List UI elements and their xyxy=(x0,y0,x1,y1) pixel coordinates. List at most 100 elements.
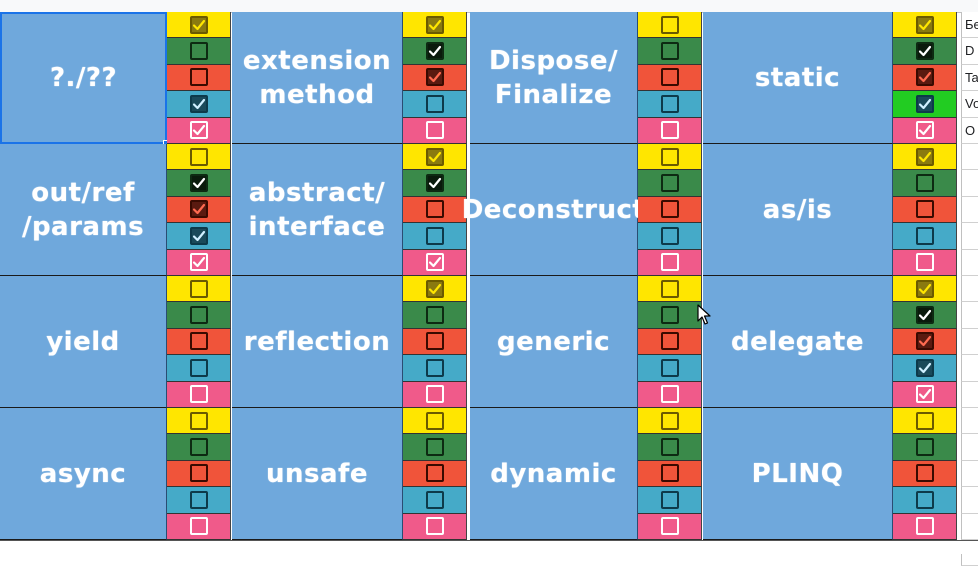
side-column-cell[interactable] xyxy=(961,249,978,276)
side-column-cell[interactable] xyxy=(961,223,978,250)
checkbox-checked[interactable] xyxy=(915,68,934,87)
side-column-cell[interactable] xyxy=(961,302,978,329)
checkbox-cell[interactable] xyxy=(403,381,467,408)
side-column-cell[interactable] xyxy=(961,276,978,303)
checkbox-unchecked[interactable] xyxy=(660,306,679,325)
checkbox-unchecked[interactable] xyxy=(660,200,679,219)
checkbox-checked[interactable] xyxy=(425,147,444,166)
topic-cell[interactable]: dynamic xyxy=(470,408,638,540)
checkbox-cell[interactable] xyxy=(638,170,702,197)
checkbox-cell[interactable] xyxy=(638,117,702,144)
checkbox-unchecked[interactable] xyxy=(189,332,208,351)
checkbox-unchecked[interactable] xyxy=(189,68,208,87)
topic-cell[interactable]: reflection xyxy=(232,276,403,408)
checkbox-cell[interactable] xyxy=(167,223,231,250)
checkbox-checked[interactable] xyxy=(189,174,208,193)
checkbox-cell[interactable] xyxy=(893,249,957,276)
checkbox-cell[interactable] xyxy=(403,487,467,514)
checkbox-cell[interactable] xyxy=(893,513,957,540)
checkbox-unchecked[interactable] xyxy=(660,147,679,166)
checkbox-cell[interactable] xyxy=(893,12,957,39)
checkbox-cell[interactable] xyxy=(638,196,702,224)
checkbox-checked[interactable] xyxy=(915,94,934,113)
checkbox-cell[interactable] xyxy=(167,64,231,92)
checkbox-cell[interactable] xyxy=(638,144,702,171)
checkbox-cell[interactable] xyxy=(893,117,957,144)
checkbox-checked[interactable] xyxy=(425,68,444,87)
checkbox-cell[interactable] xyxy=(893,170,957,197)
topic-cell[interactable]: extension method xyxy=(232,12,403,144)
checkbox-cell[interactable] xyxy=(167,487,231,514)
side-column-cell[interactable] xyxy=(961,196,978,224)
checkbox-checked[interactable] xyxy=(425,174,444,193)
checkbox-cell[interactable] xyxy=(167,328,231,356)
checkbox-cell[interactable] xyxy=(403,513,467,540)
checkbox-cell[interactable] xyxy=(403,276,467,303)
side-column-cell[interactable]: D xyxy=(961,38,978,65)
checkbox-cell[interactable] xyxy=(403,355,467,382)
topic-cell[interactable]: Deconstruct xyxy=(462,144,645,276)
checkbox-cell[interactable] xyxy=(167,144,231,171)
checkbox-unchecked[interactable] xyxy=(915,517,934,536)
checkbox-cell[interactable] xyxy=(167,117,231,144)
checkbox-unchecked[interactable] xyxy=(425,411,444,430)
checkbox-cell[interactable] xyxy=(638,91,702,118)
checkbox-unchecked[interactable] xyxy=(915,253,934,272)
checkbox-cell[interactable] xyxy=(167,460,231,488)
topic-cell[interactable]: PLINQ xyxy=(703,408,893,540)
checkbox-unchecked[interactable] xyxy=(660,253,679,272)
checkbox-unchecked[interactable] xyxy=(660,68,679,87)
checkbox-unchecked[interactable] xyxy=(915,226,934,245)
checkbox-cell[interactable] xyxy=(638,434,702,461)
checkbox-cell[interactable] xyxy=(403,328,467,356)
topic-cell[interactable]: Dispose/Finalize xyxy=(470,12,638,144)
checkbox-unchecked[interactable] xyxy=(189,147,208,166)
checkbox-cell[interactable] xyxy=(167,302,231,329)
checkbox-checked[interactable] xyxy=(915,279,934,298)
side-column-cell[interactable]: Ta xyxy=(961,64,978,92)
checkbox-unchecked[interactable] xyxy=(915,200,934,219)
checkbox-cell[interactable] xyxy=(638,487,702,514)
checkbox-cell[interactable] xyxy=(167,91,231,118)
checkbox-cell[interactable] xyxy=(638,355,702,382)
checkbox-unchecked[interactable] xyxy=(660,438,679,457)
checkbox-cell[interactable] xyxy=(403,117,467,144)
topic-cell[interactable]: generic xyxy=(470,276,638,408)
checkbox-cell[interactable] xyxy=(893,487,957,514)
checkbox-unchecked[interactable] xyxy=(660,42,679,61)
checkbox-checked[interactable] xyxy=(915,358,934,377)
topic-cell[interactable]: out/ref/params xyxy=(0,144,167,276)
checkbox-unchecked[interactable] xyxy=(660,332,679,351)
side-column-cell[interactable] xyxy=(961,460,978,488)
side-column-cell[interactable]: Vo xyxy=(961,91,978,118)
checkbox-cell[interactable] xyxy=(893,355,957,382)
checkbox-unchecked[interactable] xyxy=(425,306,444,325)
checkbox-cell[interactable] xyxy=(167,513,231,540)
checkbox-checked[interactable] xyxy=(915,332,934,351)
checkbox-unchecked[interactable] xyxy=(189,517,208,536)
side-column-cell[interactable]: Бе xyxy=(961,12,978,39)
checkbox-cell[interactable] xyxy=(638,64,702,92)
checkbox-cell[interactable] xyxy=(893,223,957,250)
topic-cell[interactable]: static xyxy=(703,12,893,144)
checkbox-unchecked[interactable] xyxy=(660,174,679,193)
checkbox-checked[interactable] xyxy=(915,385,934,404)
checkbox-cell[interactable] xyxy=(167,12,231,39)
checkbox-unchecked[interactable] xyxy=(915,464,934,483)
checkbox-checked[interactable] xyxy=(915,15,934,34)
checkbox-unchecked[interactable] xyxy=(660,385,679,404)
checkbox-cell[interactable] xyxy=(167,276,231,303)
checkbox-checked[interactable] xyxy=(915,121,934,140)
side-column-cell[interactable] xyxy=(961,170,978,197)
side-column-cell[interactable] xyxy=(961,434,978,461)
checkbox-unchecked[interactable] xyxy=(915,174,934,193)
checkbox-cell[interactable] xyxy=(638,249,702,276)
checkbox-unchecked[interactable] xyxy=(915,490,934,509)
side-column-cell[interactable] xyxy=(961,144,978,171)
checkbox-cell[interactable] xyxy=(638,408,702,435)
checkbox-cell[interactable] xyxy=(638,223,702,250)
checkbox-unchecked[interactable] xyxy=(425,490,444,509)
checkbox-cell[interactable] xyxy=(167,434,231,461)
checkbox-checked[interactable] xyxy=(189,253,208,272)
topic-cell[interactable]: async xyxy=(0,408,167,540)
